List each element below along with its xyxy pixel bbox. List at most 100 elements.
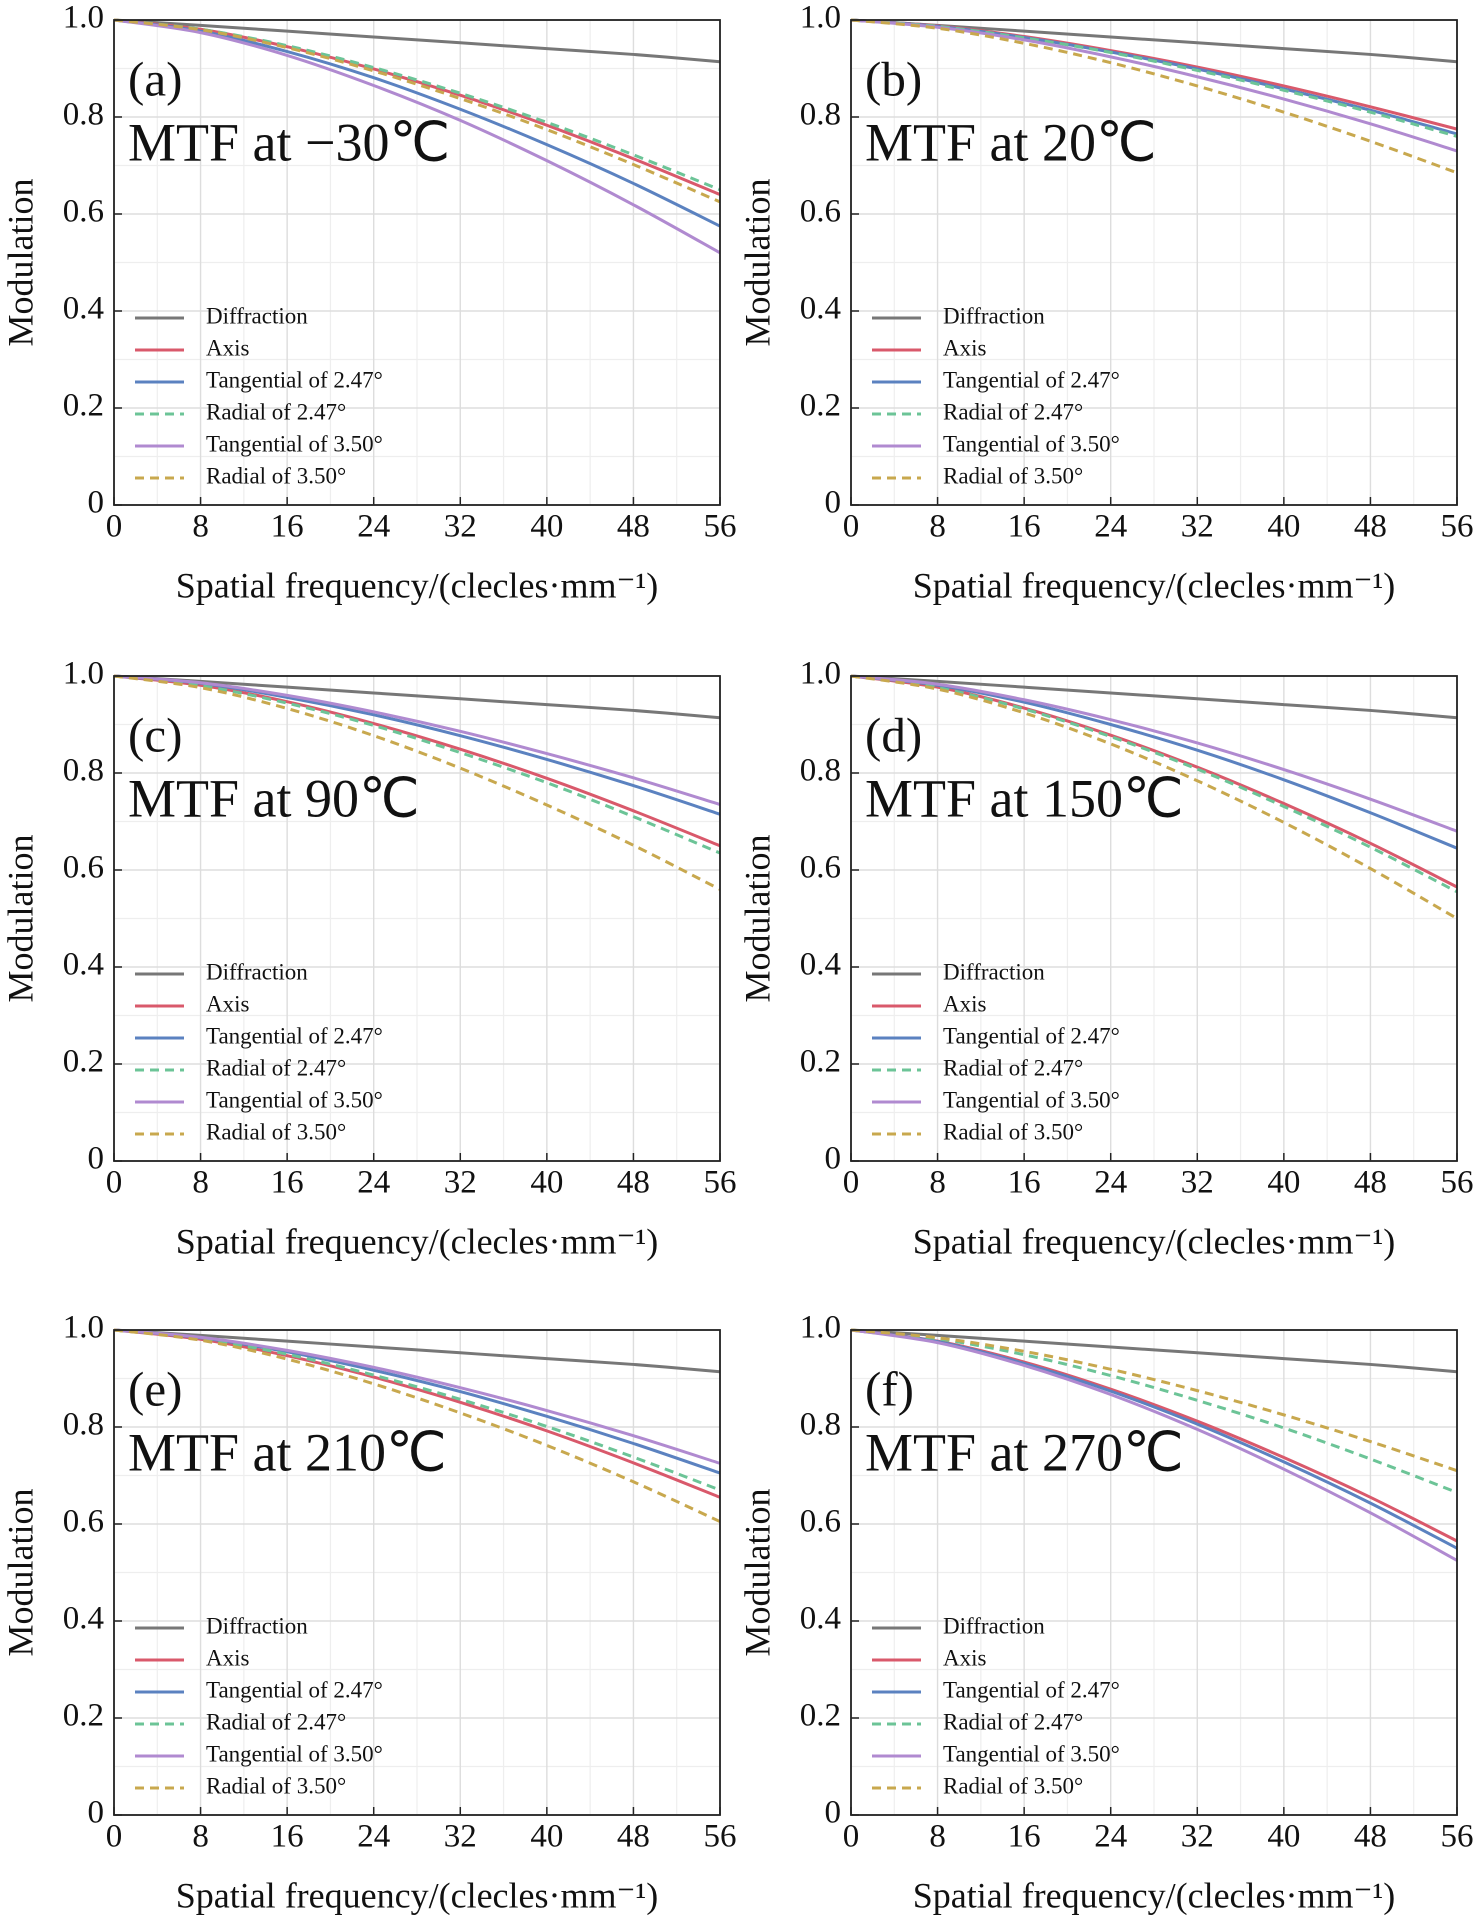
y-tick-label: 0.8 xyxy=(63,753,104,789)
series-line xyxy=(113,18,721,204)
series-line xyxy=(113,674,721,806)
x-tick-label: 56 xyxy=(704,1165,737,1201)
legend-label: Radial of 3.50° xyxy=(943,1773,1083,1798)
y-tick-label: 0.2 xyxy=(63,388,104,424)
x-axis-label: Spatial frequency/(clecles·mm⁻¹) xyxy=(176,1221,659,1261)
chart-title: MTF at 150℃ xyxy=(865,768,1184,828)
panel-label: (c) xyxy=(128,707,182,762)
x-axis-label: Spatial frequency/(clecles·mm⁻¹) xyxy=(913,565,1396,605)
legend-label: Tangential of 2.47° xyxy=(206,1677,383,1702)
plot-frame xyxy=(850,1329,1458,1816)
y-tick-label: 1.0 xyxy=(63,0,104,36)
chart-title: MTF at −30℃ xyxy=(128,112,450,172)
legend-label: Radial of 2.47° xyxy=(943,1709,1083,1734)
x-tick-label: 32 xyxy=(444,509,477,545)
legend-label: Radial of 2.47° xyxy=(206,399,346,424)
y-tick-label: 1.0 xyxy=(800,0,841,36)
x-tick-label: 48 xyxy=(617,1165,650,1201)
x-tick-label: 40 xyxy=(1267,1165,1300,1201)
panel: 0 8 16 24 32 40 48 56 0 0.2 0.4 0.6 0.8 1.0 Diffractio… xyxy=(0,1310,736,1916)
y-axis-label: Modulation xyxy=(737,1489,777,1657)
legend-label: Radial of 3.50° xyxy=(206,463,346,488)
y-tick-label: 0.8 xyxy=(63,97,104,133)
series-line xyxy=(850,674,1458,894)
x-tick-label: 48 xyxy=(617,1819,650,1855)
x-tick-label: 32 xyxy=(1181,1819,1214,1855)
panel: 0 8 16 24 32 40 48 56 0 0.2 0.4 0.6 0.8 1.0 Diffractio… xyxy=(0,0,736,605)
plot-frame xyxy=(113,1329,721,1816)
x-tick-label: 8 xyxy=(929,1165,946,1201)
y-tick-label: 0.6 xyxy=(63,194,104,230)
x-tick-label: 48 xyxy=(617,509,650,545)
legend-label: Tangential of 2.47° xyxy=(943,1023,1120,1048)
series-line xyxy=(113,1328,721,1465)
y-tick-label: 0.4 xyxy=(800,291,841,327)
legend-label: Radial of 3.50° xyxy=(943,1119,1083,1144)
legend-label: Tangential of 2.47° xyxy=(943,1677,1120,1702)
legend-label: Diffraction xyxy=(943,1613,1045,1638)
x-tick-label: 16 xyxy=(271,509,304,545)
x-tick-label: 8 xyxy=(192,509,209,545)
x-tick-label: 56 xyxy=(1441,1165,1474,1201)
legend-label: Axis xyxy=(943,991,987,1016)
x-tick-label: 0 xyxy=(106,1165,123,1201)
x-tick-label: 48 xyxy=(1354,1819,1387,1855)
x-tick-label: 40 xyxy=(1267,509,1300,545)
y-tick-label: 0.6 xyxy=(63,850,104,886)
y-tick-label: 0 xyxy=(825,1141,842,1177)
y-tick-label: 0.2 xyxy=(800,388,841,424)
y-axis-label: Modulation xyxy=(0,835,40,1003)
x-axis-label: Spatial frequency/(clecles·mm⁻¹) xyxy=(176,565,659,605)
series-line xyxy=(113,674,721,855)
legend-label: Diffraction xyxy=(206,959,308,984)
x-tick-label: 8 xyxy=(929,1819,946,1855)
legend-label: Tangential of 3.50° xyxy=(943,431,1120,456)
x-tick-label: 48 xyxy=(1354,509,1387,545)
x-tick-label: 8 xyxy=(192,1819,209,1855)
legend-label: Tangential of 3.50° xyxy=(206,431,383,456)
legend-label: Axis xyxy=(206,1645,250,1670)
x-tick-label: 16 xyxy=(271,1819,304,1855)
panel-label: (d) xyxy=(865,707,922,762)
series-line xyxy=(850,1328,1458,1374)
legend-label: Radial of 3.50° xyxy=(206,1119,346,1144)
y-axis-label: Modulation xyxy=(737,835,777,1003)
x-tick-label: 0 xyxy=(106,1819,123,1855)
series-line xyxy=(113,674,721,720)
chart-title: MTF at 20℃ xyxy=(865,112,1157,172)
chart-title: MTF at 90℃ xyxy=(128,768,420,828)
x-tick-label: 24 xyxy=(357,1165,390,1201)
y-tick-label: 0.2 xyxy=(63,1044,104,1080)
series-line xyxy=(850,1328,1458,1473)
y-tick-label: 0.8 xyxy=(800,753,841,789)
legend-label: Diffraction xyxy=(206,1613,308,1638)
plot-frame xyxy=(113,19,721,506)
x-tick-label: 32 xyxy=(444,1819,477,1855)
y-axis-label: Modulation xyxy=(0,179,40,347)
y-axis-label: Modulation xyxy=(0,1489,40,1657)
series-line xyxy=(850,674,1458,720)
series-line xyxy=(113,18,721,64)
legend-label: Axis xyxy=(206,991,250,1016)
y-tick-label: 1.0 xyxy=(800,656,841,692)
x-tick-label: 16 xyxy=(1008,509,1041,545)
panel-label: (f) xyxy=(865,1361,914,1416)
y-tick-label: 0.8 xyxy=(63,1407,104,1443)
panel-label: (b) xyxy=(865,51,922,106)
legend-label: Radial of 2.47° xyxy=(943,1055,1083,1080)
y-tick-label: 0 xyxy=(88,485,105,521)
x-tick-label: 0 xyxy=(843,1165,860,1201)
series-line xyxy=(850,1328,1458,1562)
series-line xyxy=(113,1328,721,1374)
legend-label: Tangential of 3.50° xyxy=(206,1741,383,1766)
series-line xyxy=(850,18,1458,175)
legend-label: Diffraction xyxy=(943,303,1045,328)
x-tick-label: 24 xyxy=(357,1819,390,1855)
x-tick-label: 40 xyxy=(1267,1819,1300,1855)
plot-frame xyxy=(850,19,1458,506)
y-tick-label: 0 xyxy=(88,1795,105,1831)
series-line xyxy=(113,1328,721,1523)
x-tick-label: 0 xyxy=(843,1819,860,1855)
